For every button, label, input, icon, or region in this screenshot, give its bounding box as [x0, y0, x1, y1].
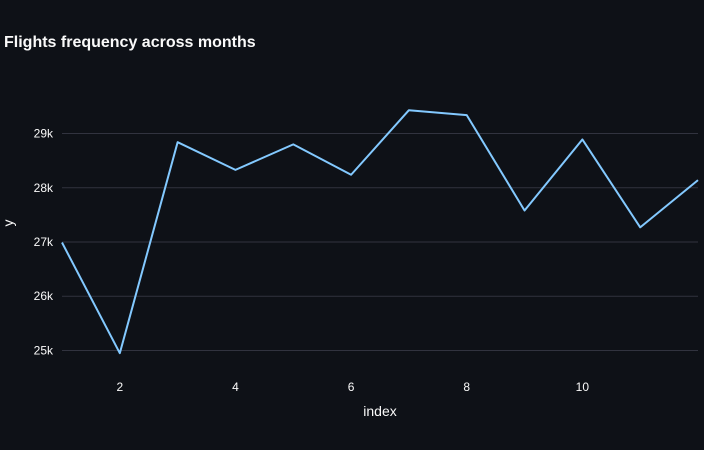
y-tick-label: 29k — [34, 127, 54, 141]
y-tick-label: 27k — [34, 235, 54, 249]
series-line — [61, 109, 699, 355]
y-axis-label: y — [0, 220, 16, 227]
x-tick-label: 6 — [348, 380, 355, 394]
y-tick-label: 25k — [34, 343, 54, 357]
y-tick-labels: 25k 26k 27k 28k 29k — [34, 127, 54, 358]
x-tick-label: 8 — [463, 380, 470, 394]
chart-title: Flights frequency across months — [4, 34, 256, 51]
y-tick-label: 26k — [34, 289, 54, 303]
x-tick-label: 2 — [116, 380, 123, 394]
grid-lines — [62, 133, 698, 351]
x-tick-label: 10 — [576, 380, 590, 394]
x-axis-label: index — [363, 403, 396, 419]
y-tick-label: 28k — [34, 181, 54, 195]
x-tick-label: 4 — [232, 380, 239, 394]
x-tick-labels: 2 4 6 8 10 — [116, 380, 589, 394]
series-layer — [61, 109, 699, 355]
